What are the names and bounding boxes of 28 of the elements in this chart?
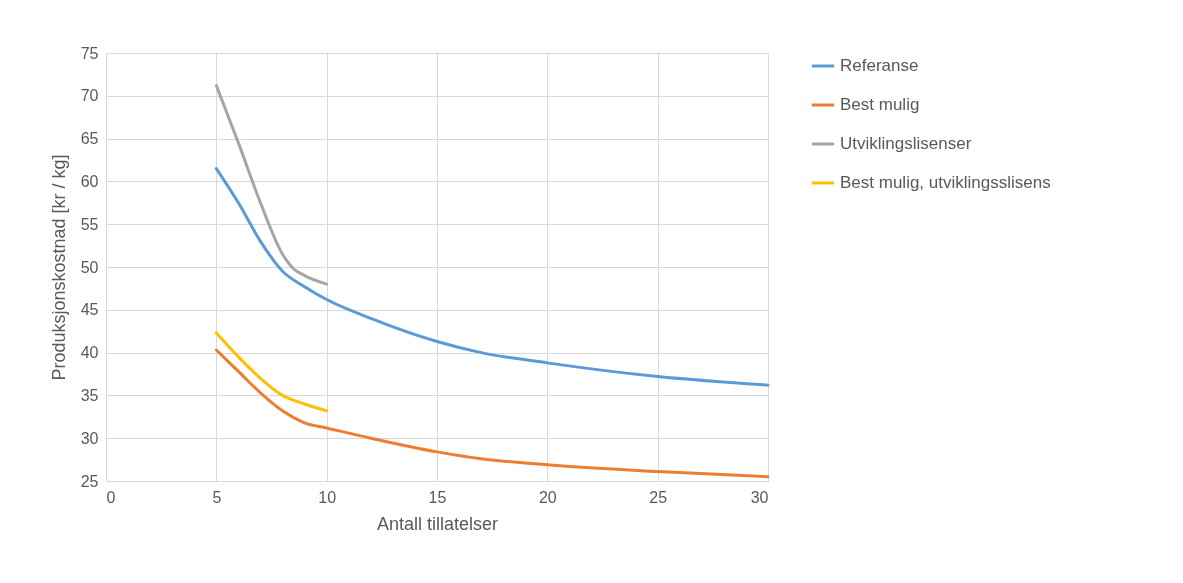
x-axis-title: Antall tillatelser [376, 513, 499, 534]
x-tick-label: 20 [538, 488, 557, 506]
y-axis-title: Produksjonskostnad [kr / kg] [48, 154, 69, 381]
legend-label: Best mulig, utviklingsslisens [840, 173, 1051, 192]
x-tick-label: 25 [649, 488, 668, 506]
legend-label: Best mulig [840, 95, 920, 114]
y-tick-label: 75 [80, 44, 99, 62]
x-tick-label: 0 [106, 488, 116, 506]
x-tick-label: 15 [428, 488, 447, 506]
y-tick-label: 65 [80, 130, 99, 148]
line-series [214, 331, 329, 413]
y-tick-label: 30 [80, 429, 99, 447]
legend-label: Referanse [840, 56, 919, 75]
y-tick-label: 70 [80, 87, 99, 105]
y-tick-label: 40 [80, 344, 99, 362]
line-series [214, 167, 770, 387]
y-tick-label: 25 [80, 472, 99, 490]
legend-label: Utviklingslisenser [840, 134, 972, 153]
y-tick-label: 60 [80, 172, 99, 190]
y-tick-label: 55 [80, 215, 99, 233]
line-series [214, 348, 770, 479]
y-tick-label: 35 [80, 386, 99, 404]
x-tick-label: 5 [212, 488, 222, 506]
x-tick-label: 10 [318, 488, 337, 506]
x-tick-label: 30 [750, 488, 769, 506]
y-tick-label: 50 [80, 258, 99, 276]
line-series [214, 84, 329, 286]
y-tick-label: 45 [80, 301, 99, 319]
